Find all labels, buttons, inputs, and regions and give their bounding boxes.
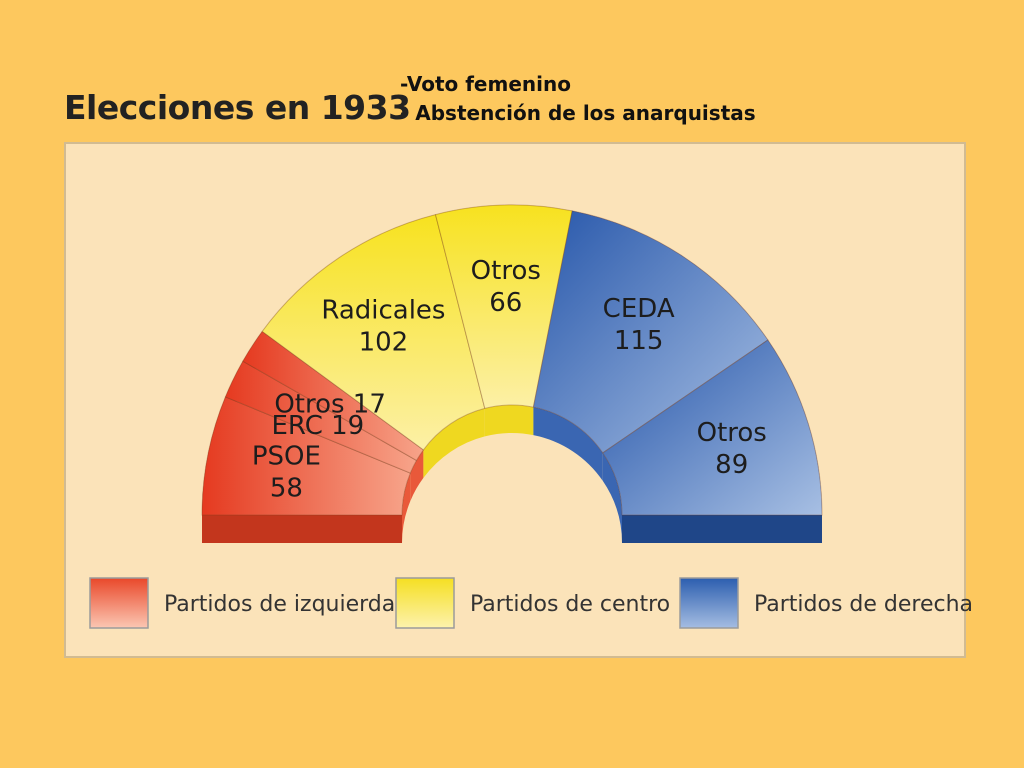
chart-title: Elecciones en 1933 xyxy=(64,88,411,127)
slice-label-value-7: 89 xyxy=(715,450,748,480)
slice-label-3: Otros 17 xyxy=(274,389,386,419)
legend-label-3: Partidos de derecha xyxy=(754,592,973,617)
slice-label-party-7: Otros xyxy=(697,418,767,448)
slice-otros-66 xyxy=(434,204,573,410)
slice-ceda-115 xyxy=(532,210,769,454)
slice-label-party-6: CEDA xyxy=(603,294,675,324)
slice-radicales-102 xyxy=(261,213,486,451)
slice-inner-wall-2 xyxy=(410,460,417,502)
legend-swatch-3 xyxy=(679,577,739,629)
slice-inner-wall-1 xyxy=(402,473,411,543)
slice-inner-wall-7 xyxy=(602,452,622,543)
slice-label-party-4: Radicales xyxy=(321,295,445,325)
slice-inner-wall-3 xyxy=(416,449,424,489)
base-face-left xyxy=(202,515,402,543)
legend-swatch-1 xyxy=(89,577,149,629)
note-abstencion: - Abstención de los anarquistas xyxy=(400,101,756,125)
slice-label-value-1: 58 xyxy=(270,473,303,503)
slice-label-2: ERC 19 xyxy=(272,411,365,441)
slice-label-party-1: PSOE xyxy=(252,441,321,471)
slice-otros-89 xyxy=(602,339,823,516)
slide-notes: -Voto femenino - Abstención de los anarq… xyxy=(400,70,756,128)
slice-label-value-5: 66 xyxy=(489,288,522,318)
slice-inner-wall-6 xyxy=(533,407,603,481)
slice-inner-wall-4 xyxy=(423,408,485,478)
base-face-right xyxy=(622,515,822,543)
slice-label-value-4: 102 xyxy=(359,327,409,357)
legend-label-1: Partidos de izquierda xyxy=(164,592,395,617)
legend-label-2: Partidos de centro xyxy=(470,592,670,617)
slice-label-value-6: 115 xyxy=(614,326,664,356)
slice-label-party-5: Otros xyxy=(471,256,541,286)
slice-inner-wall-5 xyxy=(484,404,534,437)
slice-psoe-58 xyxy=(201,396,411,516)
note-voto-femenino: -Voto femenino xyxy=(400,72,571,96)
legend-swatch-2 xyxy=(395,577,455,629)
